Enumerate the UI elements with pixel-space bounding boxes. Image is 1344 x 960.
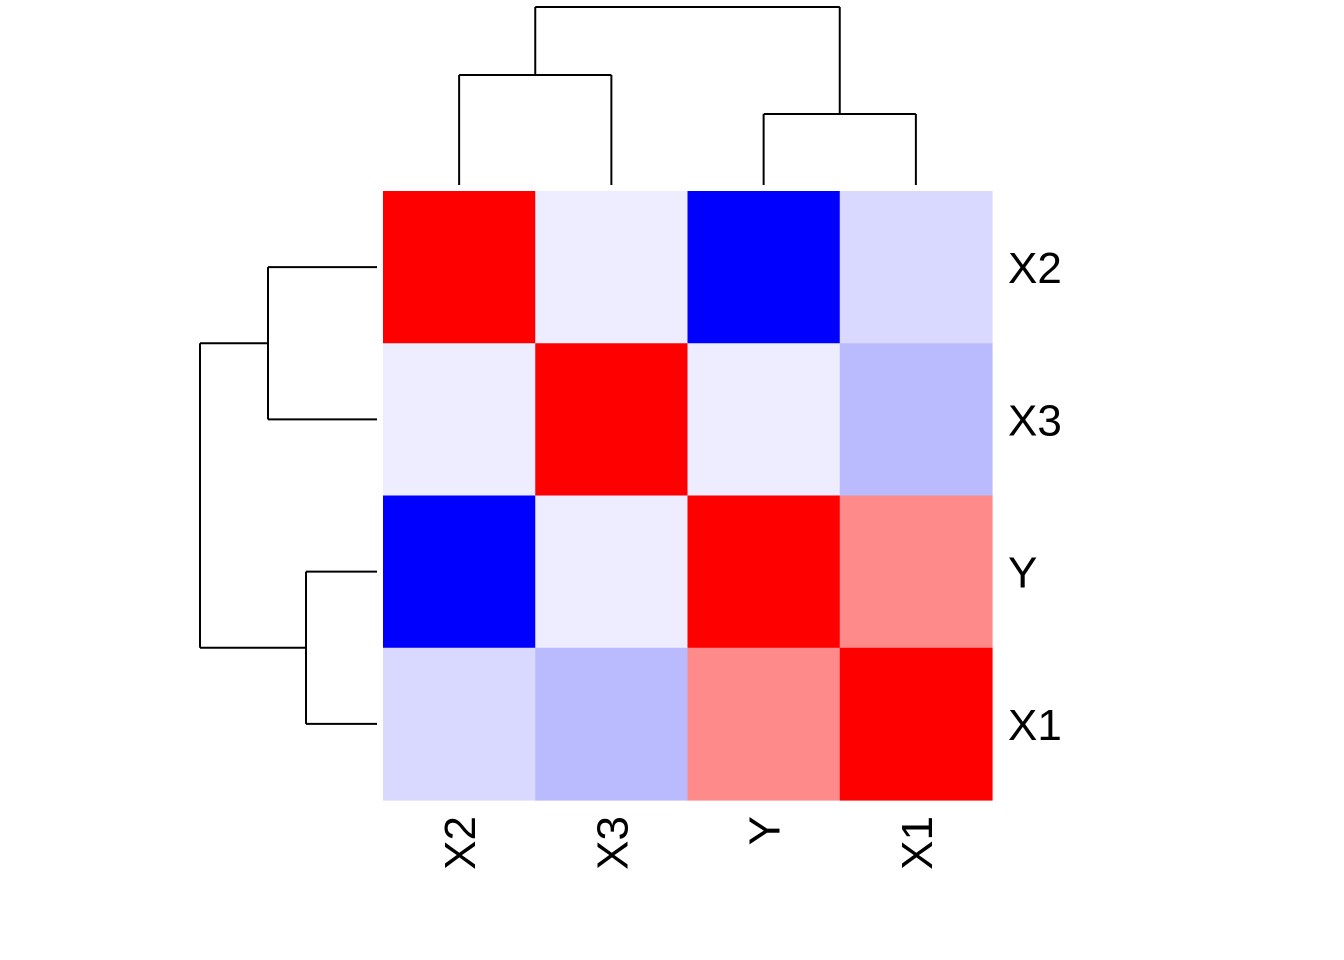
row-label-x2: X2 [1008,244,1062,293]
heatmap-cell-y-x2 [383,495,536,649]
heatmap-cells [383,191,993,801]
row-dendrogram [199,266,377,725]
heatmap-cell-x3-x1 [839,343,993,497]
heatmap-cell-x2-y [687,191,841,344]
heatmap-cell-x3-x3 [535,343,689,497]
heatmap-cell-x2-x3 [535,191,689,344]
row-label-y: Y [1008,549,1037,598]
column-labels: X2 X3 Y X1 [436,816,942,870]
col-label-x1: X1 [893,816,942,870]
heatmap-cell-x1-y [687,647,841,801]
heatmap-cell-x3-x2 [383,343,536,497]
heatmap-cell-y-x1 [839,495,993,649]
heatmap-cell-x1-x3 [535,647,689,801]
col-label-x2: X2 [436,816,485,870]
col-label-x3: X3 [588,816,637,870]
heatmap-cell-x2-x2 [383,191,536,344]
row-label-x1: X1 [1008,701,1062,750]
col-label-y: Y [741,816,790,845]
heatmap-cell-x1-x1 [839,647,993,801]
heatmap-cell-y-x3 [535,495,689,649]
row-labels: X2 X3 Y X1 [1008,244,1062,750]
heatmap-cell-x3-y [687,343,841,497]
heatmap-cell-y-y [687,495,841,649]
heatmap-cell-x1-x2 [383,647,536,801]
heatmap-cell-x2-x1 [839,191,993,344]
row-label-x3: X3 [1008,396,1062,445]
column-dendrogram [458,6,917,185]
